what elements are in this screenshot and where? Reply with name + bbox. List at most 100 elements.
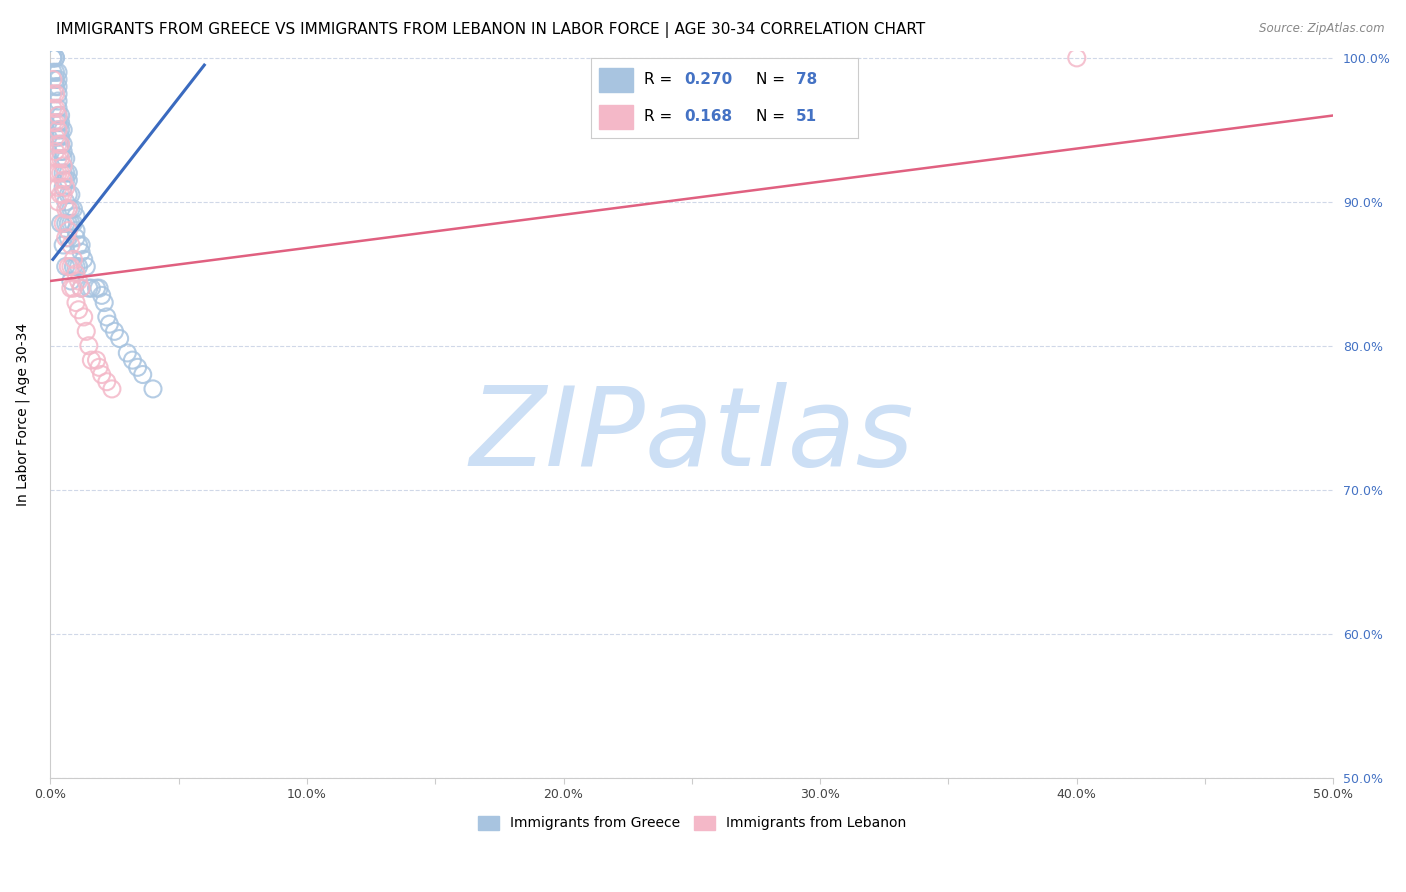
- Point: [58, 202, 80, 216]
- Point: [73, 252, 96, 267]
- Point: [132, 368, 155, 382]
- Point: [52, 123, 75, 137]
- Point: [1066, 51, 1088, 65]
- Point: [52, 159, 75, 173]
- Point: [42, 51, 65, 65]
- Point: [46, 72, 69, 87]
- Point: [46, 194, 69, 209]
- Point: [59, 216, 82, 230]
- Point: [52, 137, 75, 152]
- Text: 0.270: 0.270: [685, 72, 733, 87]
- Point: [52, 145, 75, 159]
- Point: [44, 51, 66, 65]
- Point: [58, 173, 80, 187]
- Text: 78: 78: [796, 72, 817, 87]
- Point: [49, 137, 72, 152]
- Point: [67, 238, 90, 252]
- Point: [93, 295, 115, 310]
- Point: [75, 260, 97, 274]
- Point: [70, 281, 93, 295]
- Point: [46, 115, 69, 129]
- Point: [58, 202, 80, 216]
- Point: [80, 353, 103, 368]
- Point: [70, 281, 93, 295]
- Point: [77, 339, 100, 353]
- Point: [86, 353, 108, 368]
- Point: [98, 317, 121, 331]
- Point: [67, 302, 90, 317]
- Point: [42, 101, 65, 115]
- Point: [86, 281, 108, 295]
- Point: [46, 108, 69, 122]
- Point: [62, 281, 84, 295]
- Point: [52, 152, 75, 166]
- Point: [70, 238, 93, 252]
- Point: [55, 194, 77, 209]
- Point: [55, 173, 77, 187]
- Text: R =: R =: [644, 109, 678, 124]
- Point: [49, 145, 72, 159]
- Point: [46, 79, 69, 94]
- Point: [59, 202, 82, 216]
- Point: [52, 238, 75, 252]
- Point: [49, 187, 72, 202]
- Point: [42, 51, 65, 65]
- Point: [58, 224, 80, 238]
- Point: [44, 72, 66, 87]
- Point: [65, 231, 87, 245]
- Point: [65, 295, 87, 310]
- Legend: Immigrants from Greece, Immigrants from Lebanon: Immigrants from Greece, Immigrants from …: [472, 810, 911, 836]
- Point: [44, 166, 66, 180]
- Point: [55, 166, 77, 180]
- Point: [58, 166, 80, 180]
- Point: [44, 65, 66, 79]
- Point: [108, 332, 131, 346]
- Point: [46, 87, 69, 101]
- Point: [42, 87, 65, 101]
- Y-axis label: In Labor Force | Age 30-34: In Labor Force | Age 30-34: [15, 323, 30, 506]
- Bar: [599, 104, 633, 128]
- Point: [49, 216, 72, 230]
- Point: [65, 209, 87, 223]
- Point: [55, 152, 77, 166]
- Point: [42, 72, 65, 87]
- Point: [46, 130, 69, 145]
- Point: [58, 231, 80, 245]
- Point: [46, 101, 69, 115]
- Point: [127, 360, 149, 375]
- Point: [46, 123, 69, 137]
- Text: IMMIGRANTS FROM GREECE VS IMMIGRANTS FROM LEBANON IN LABOR FORCE | AGE 30-34 COR: IMMIGRANTS FROM GREECE VS IMMIGRANTS FRO…: [56, 22, 925, 38]
- Point: [44, 115, 66, 129]
- Point: [49, 137, 72, 152]
- Point: [49, 166, 72, 180]
- Point: [44, 145, 66, 159]
- Point: [59, 187, 82, 202]
- Text: 51: 51: [796, 109, 817, 124]
- Point: [55, 202, 77, 216]
- Point: [75, 324, 97, 338]
- Point: [65, 267, 87, 281]
- Point: [103, 324, 125, 338]
- Point: [87, 281, 110, 295]
- Text: N =: N =: [756, 72, 790, 87]
- Point: [87, 360, 110, 375]
- Point: [52, 166, 75, 180]
- Point: [62, 260, 84, 274]
- Point: [65, 260, 87, 274]
- Point: [52, 173, 75, 187]
- Point: [96, 375, 118, 389]
- Point: [121, 353, 143, 368]
- Point: [42, 51, 65, 65]
- Point: [46, 180, 69, 194]
- Point: [55, 260, 77, 274]
- Point: [49, 152, 72, 166]
- Point: [59, 274, 82, 288]
- Point: [46, 137, 69, 152]
- Point: [49, 130, 72, 145]
- Point: [67, 260, 90, 274]
- Point: [44, 51, 66, 65]
- Point: [58, 216, 80, 230]
- Point: [62, 216, 84, 230]
- Point: [42, 65, 65, 79]
- Point: [46, 108, 69, 122]
